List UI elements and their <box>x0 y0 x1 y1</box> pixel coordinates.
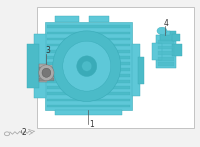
Bar <box>47 56 130 59</box>
Bar <box>47 92 130 95</box>
Bar <box>47 50 130 52</box>
Bar <box>162 31 170 35</box>
Ellipse shape <box>39 65 54 81</box>
Bar <box>160 31 176 41</box>
Bar <box>132 44 140 96</box>
Bar <box>39 71 54 74</box>
Text: 2: 2 <box>22 127 26 137</box>
Bar <box>47 74 130 77</box>
Bar <box>158 51 174 55</box>
Bar <box>158 62 174 66</box>
Bar <box>55 110 122 115</box>
Bar <box>27 44 39 88</box>
Bar <box>138 57 144 84</box>
Text: 4: 4 <box>164 19 168 28</box>
Bar <box>47 62 130 65</box>
Text: 3: 3 <box>45 46 50 55</box>
Ellipse shape <box>82 61 92 71</box>
Bar <box>39 64 54 82</box>
Bar <box>158 57 174 61</box>
Text: 1: 1 <box>89 120 94 129</box>
Bar <box>172 44 182 56</box>
Ellipse shape <box>63 41 111 91</box>
Bar <box>39 75 54 77</box>
Bar <box>55 16 79 22</box>
Bar <box>47 38 130 40</box>
Bar <box>172 34 180 41</box>
Bar <box>47 80 130 83</box>
Bar <box>39 67 54 70</box>
Ellipse shape <box>77 56 97 76</box>
Bar <box>47 105 130 107</box>
FancyBboxPatch shape <box>37 7 194 128</box>
Bar <box>47 86 130 89</box>
Bar <box>89 16 109 22</box>
Bar <box>45 22 132 110</box>
Bar <box>39 78 54 81</box>
Bar <box>47 44 130 46</box>
Ellipse shape <box>42 68 51 77</box>
Ellipse shape <box>157 27 167 35</box>
Bar <box>47 99 130 101</box>
Bar <box>158 40 174 44</box>
Bar <box>47 25 130 28</box>
Bar <box>47 68 130 71</box>
Bar <box>34 34 46 98</box>
Bar <box>47 32 130 34</box>
Bar <box>152 43 162 60</box>
Bar <box>158 46 174 49</box>
Bar <box>156 35 176 68</box>
Ellipse shape <box>53 31 121 101</box>
